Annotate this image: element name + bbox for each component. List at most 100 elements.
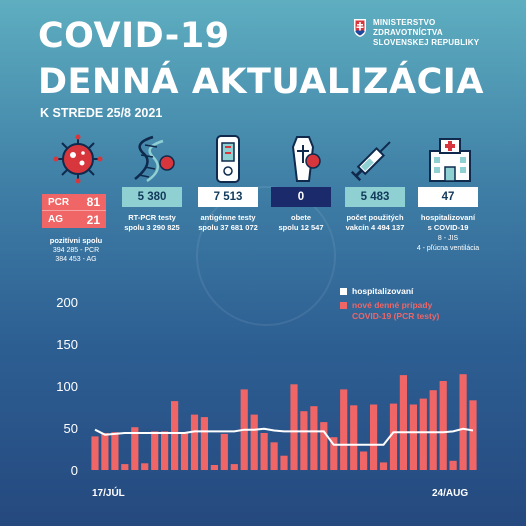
bar-7 [161, 431, 169, 470]
bar-10 [190, 414, 199, 470]
ministry-logo: MINISTERSTVO ZDRAVOTNÍCTVA SLOVENSKEJ RE… [353, 18, 479, 48]
bar-35 [439, 381, 447, 470]
y-tick-3: 150 [56, 337, 78, 352]
positive-sub-ag: 384 453 - AG [55, 256, 97, 263]
slovak-crest-icon [354, 19, 366, 37]
ag-label: AG [48, 214, 63, 225]
bar-28 [370, 404, 378, 470]
chart-legend: hospitalizovaní nové denné prípady COVID… [340, 286, 457, 325]
bar-36 [449, 460, 457, 470]
syringe-icon [350, 141, 391, 182]
bar-11 [200, 417, 208, 470]
page-title-line2: DENNÁ AKTUALIZÁCIA [38, 62, 484, 102]
bar-1 [101, 433, 109, 470]
dna-icon [134, 135, 175, 183]
bar-3 [121, 464, 129, 470]
y-tick-1: 50 [64, 421, 78, 436]
positive-cases-box: PCR 81 AG 21 [42, 194, 106, 228]
ministry-line3: SLOVENSKEJ REPUBLIKY [373, 38, 480, 47]
hospital-label: hospitalizovaní s COVID-19 8 - JIS 4 - p… [404, 213, 492, 253]
bar-32 [409, 404, 417, 470]
bar-34 [429, 390, 437, 470]
vaccines-value: 5 483 [345, 187, 405, 207]
bar-30 [389, 403, 398, 470]
watermark-circle [196, 186, 336, 326]
deaths-value: 0 [271, 187, 331, 207]
page-title-line1: COVID-19 [38, 16, 230, 56]
bar-31 [399, 375, 407, 470]
virus-icon [53, 134, 103, 184]
ag-value: 21 [86, 212, 100, 227]
vaccines-label1: počet použitých [346, 213, 404, 222]
y-tick-0: 0 [71, 463, 78, 478]
bar-27 [360, 451, 368, 470]
coffin-icon [291, 136, 321, 182]
ministry-line1: MINISTERSTVO [373, 18, 436, 27]
hospital-value: 47 [418, 187, 478, 207]
rtpcr-value: 5 380 [122, 187, 182, 207]
bar-16 [250, 414, 258, 470]
positive-sub-pcr: 394 285 - PCR [52, 246, 100, 254]
legend-swatch-cases [340, 302, 347, 309]
legend-label-hospitalized: hospitalizovaní [352, 286, 414, 296]
bar-17 [260, 433, 268, 470]
deaths-label2: spolu 12 547 [278, 222, 324, 232]
positive-label: pozitívni spolu 394 285 - PCR 384 453 - … [36, 236, 116, 265]
bar-12 [210, 465, 218, 470]
bar-0 [91, 436, 99, 470]
vaccines-label: počet použitých vakcín 4 494 137 [333, 213, 417, 232]
antigen-label2: spolu 37 681 072 [198, 222, 258, 232]
bar-8 [171, 401, 179, 470]
bar-26 [350, 405, 358, 470]
hospitalized-line [94, 427, 474, 446]
deaths-label: obete spolu 12 547 [259, 213, 343, 232]
pcr-label: PCR [48, 196, 70, 208]
positive-label-text: pozitívni spolu [49, 236, 103, 245]
bar-18 [270, 442, 278, 470]
bar-13 [220, 433, 228, 470]
bar-22 [310, 406, 318, 470]
antigen-value: 7 513 [198, 187, 258, 207]
bar-6 [151, 431, 159, 470]
legend-swatch-hospitalized [340, 288, 347, 295]
bar-23 [320, 422, 328, 470]
hospital-sub-ventilation: 4 - pľúcna ventilácia [416, 244, 480, 252]
hospital-sub-jis: 8 - JIS [437, 235, 459, 242]
bar-2 [111, 432, 119, 470]
legend-item-hospitalized: hospitalizovaní [340, 286, 457, 297]
bar-38 [469, 400, 477, 470]
hospital-icon [429, 138, 471, 182]
y-tick-4: 200 [56, 295, 78, 310]
bar-24 [330, 437, 338, 470]
bar-29 [379, 462, 388, 470]
cases-chart: 0 50 100 150 200 [56, 295, 477, 478]
bar-37 [459, 374, 467, 470]
bar-14 [230, 464, 238, 470]
y-tick-2: 100 [56, 379, 78, 394]
legend-item-cases: nové denné prípady COVID-19 (PCR testy) [340, 300, 457, 322]
rtpcr-label2: spolu 3 290 825 [124, 222, 180, 232]
vaccines-label2: vakcín 4 494 137 [345, 222, 405, 232]
hospital-label1: hospitalizovaní [420, 213, 476, 222]
pcr-value: 81 [86, 195, 100, 209]
bar-9 [180, 432, 189, 470]
rtpcr-label: RT-PCR testy spolu 3 290 825 [110, 213, 194, 232]
bar-21 [300, 411, 308, 470]
bar-20 [290, 384, 298, 470]
antigen-test-icon [216, 135, 240, 183]
bar-5 [141, 463, 149, 470]
x-tick-end: 24/AUG [432, 488, 469, 499]
deaths-label1: obete [290, 213, 311, 222]
x-tick-start: 17/JÚL [92, 488, 125, 499]
hospital-label2: s COVID-19 [427, 222, 469, 232]
bar-33 [419, 398, 427, 470]
bar-25 [340, 389, 348, 470]
bar-4 [131, 427, 139, 470]
rtpcr-label1: RT-PCR testy [128, 213, 176, 222]
ministry-line2: ZDRAVOTNÍCTVA [373, 28, 443, 37]
report-date: K STREDE 25/8 2021 [40, 106, 163, 120]
legend-label-cases: nové denné prípady COVID-19 (PCR testy) [352, 300, 440, 321]
antigen-label: antigénne testy spolu 37 681 072 [186, 213, 270, 232]
antigen-label1: antigénne testy [200, 213, 256, 222]
bar-19 [280, 455, 288, 470]
